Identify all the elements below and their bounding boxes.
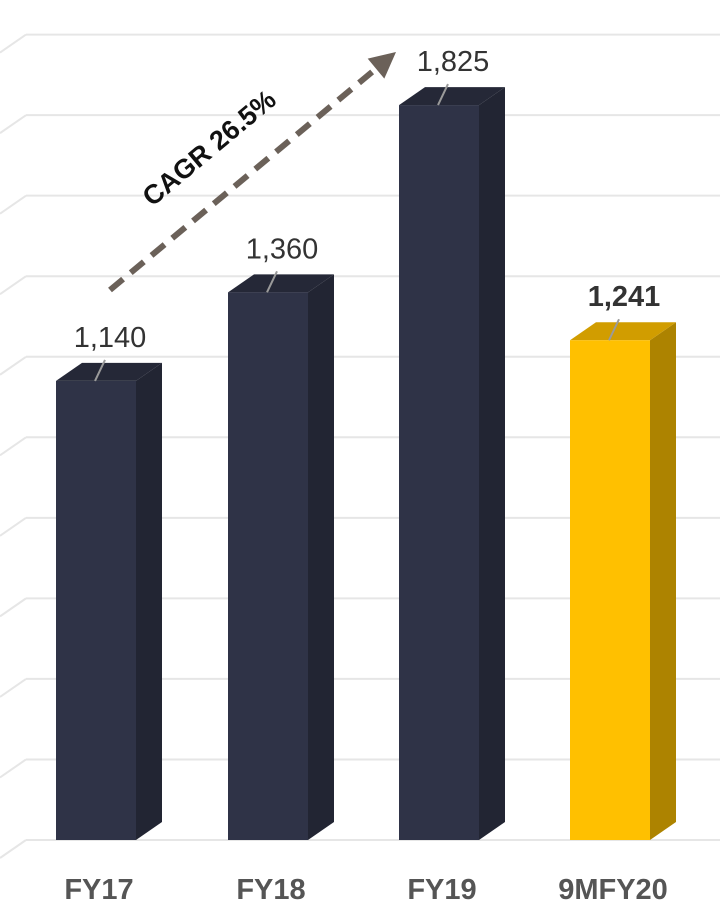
value-label-9mfy20: 1,241 [588,281,661,313]
cagr-label: CAGR 26.5% [137,84,282,212]
gridline-slant [0,758,27,779]
bar-fy18 [228,274,334,840]
gridline-slant [0,114,27,134]
bar-top [399,87,505,106]
bar-fy19 [399,87,505,840]
tick-label-fy18: FY18 [236,874,305,906]
leader-line [94,359,106,382]
cagr-arrow [108,64,380,293]
tick-label-fy19: FY19 [407,874,476,906]
gridline-slant [0,33,27,54]
bar-front [56,380,136,840]
tick-label-fy17: FY17 [64,874,133,906]
gridline-slant [0,597,27,618]
leader-line [437,83,449,106]
cagr-arrow-head [367,52,396,79]
x-axis-tick-labels: FY17 FY18 FY19 9MFY20 [64,874,667,906]
leader-line [266,270,278,293]
gridline-slant [0,436,27,457]
gridline-slant [0,678,27,698]
bar-fy17 [56,362,162,840]
bar-side [136,362,162,840]
bar-front [228,292,308,840]
bars [56,87,676,841]
value-labels: 1,140 1,360 1,825 1,241 [74,46,661,382]
gridline-slant [0,839,27,859]
value-label-fy19: 1,825 [417,46,490,78]
value-label-fy17: 1,140 [74,322,147,354]
bar-top [56,362,162,381]
bar-front [399,105,479,840]
bar-side [650,322,676,841]
bar-side [479,87,505,840]
gridline-slant [0,517,27,537]
bar-front [570,340,650,840]
tick-label-9mfy20: 9MFY20 [558,874,668,906]
value-label-fy18: 1,360 [246,233,319,265]
gridline-slant [0,194,27,215]
bar-top [570,322,676,341]
leader-line [608,318,620,341]
gridline-slant [0,275,27,296]
bar-9mfy20 [570,322,676,841]
bar-side [308,274,334,840]
gridline-slant [0,355,27,376]
bar-top [228,274,334,293]
